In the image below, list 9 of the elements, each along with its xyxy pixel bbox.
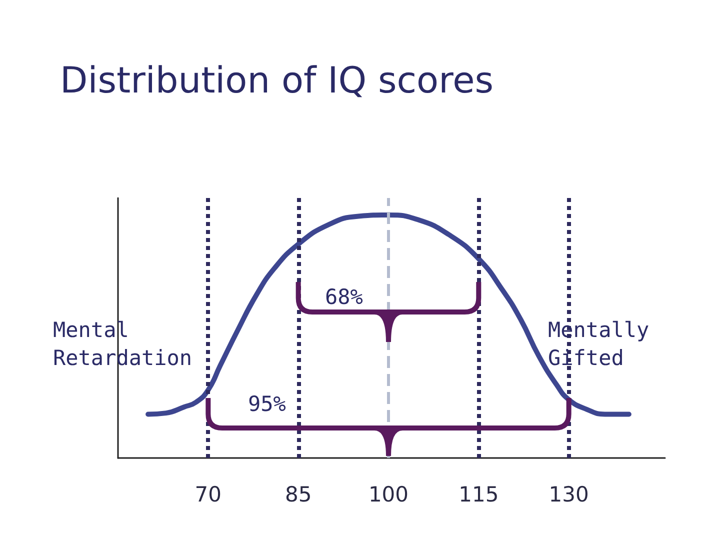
annotation: 68% bbox=[325, 285, 364, 309]
x-tick-label: 100 bbox=[368, 482, 409, 506]
annotation: 95% bbox=[248, 392, 286, 416]
x-tick-label: 130 bbox=[548, 482, 589, 506]
x-tick-label: 70 bbox=[194, 482, 222, 506]
chart-title: Distribution of IQ scores bbox=[60, 60, 494, 102]
x-tick-label: 85 bbox=[284, 482, 312, 506]
x-tick-label: 115 bbox=[458, 482, 499, 506]
annotation: Mentally Gifted bbox=[548, 318, 650, 370]
